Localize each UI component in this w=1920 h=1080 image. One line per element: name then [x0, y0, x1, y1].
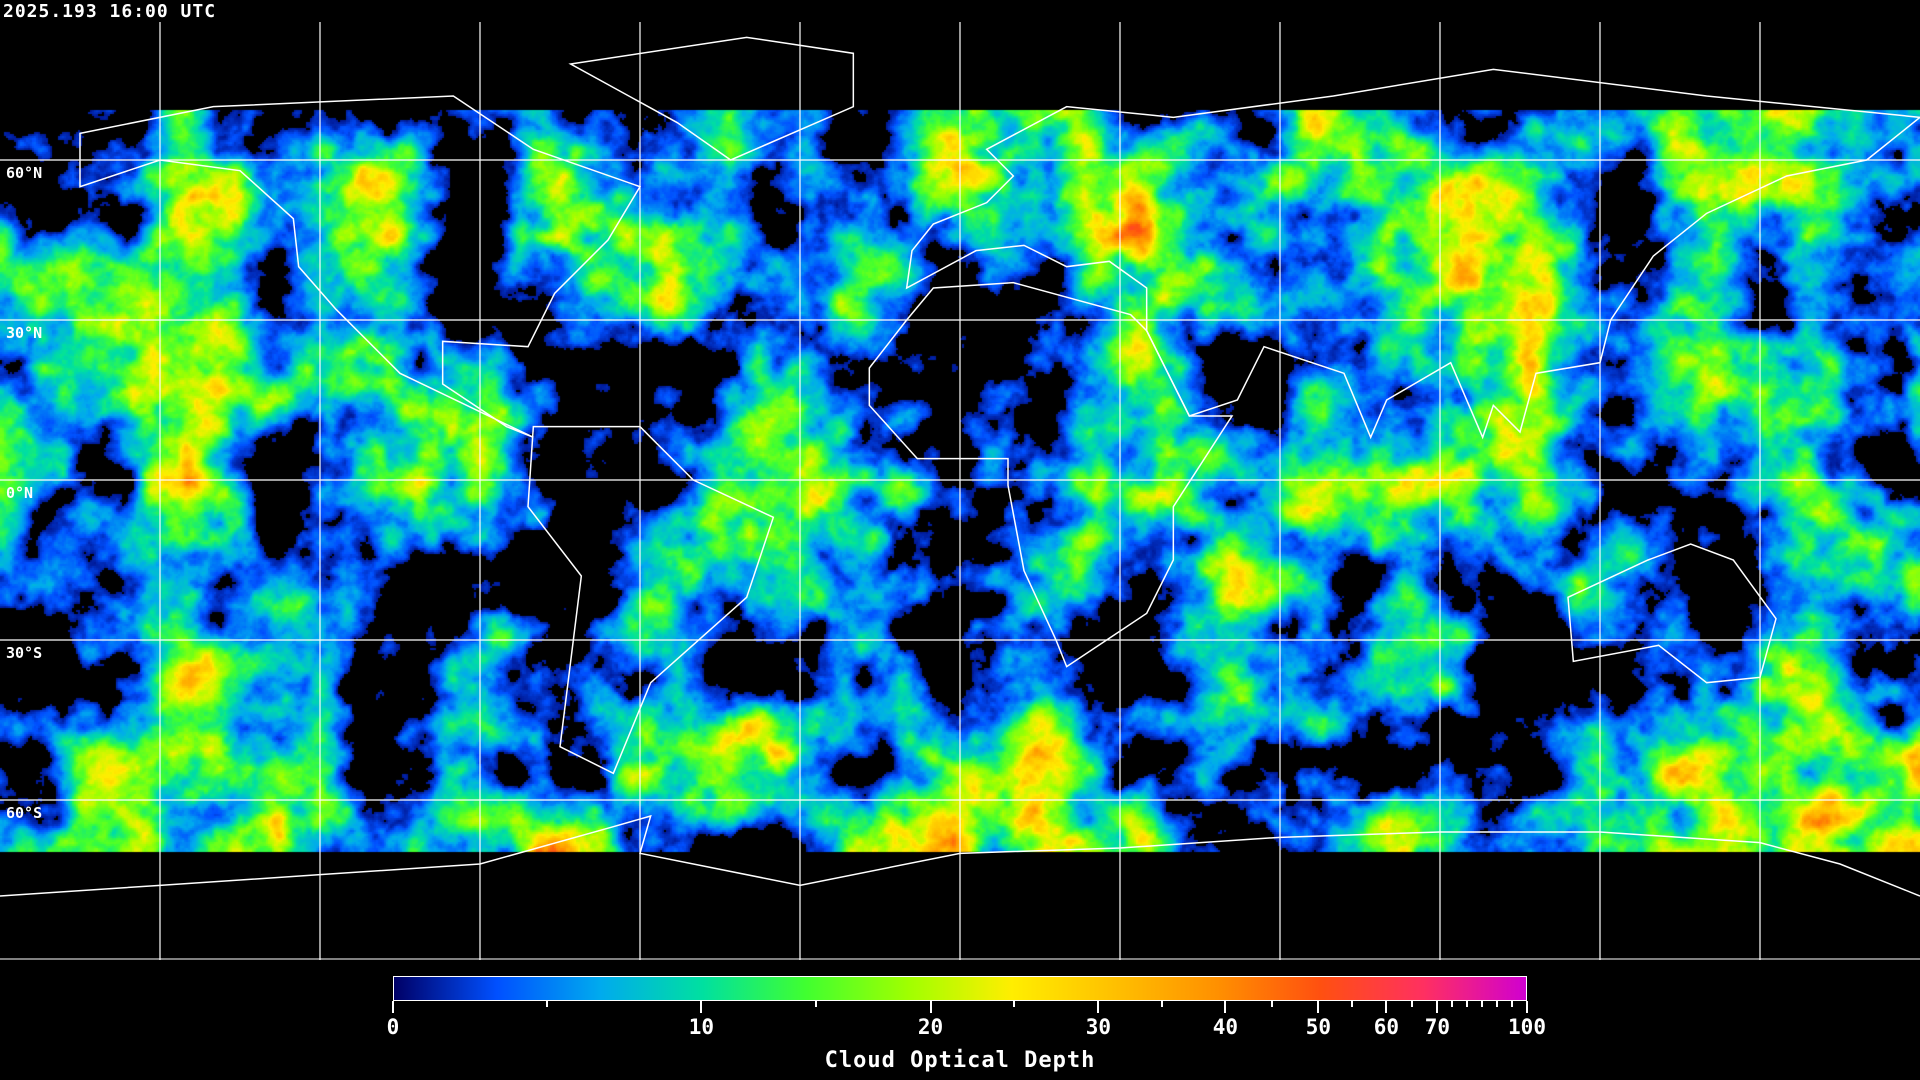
minor-tick [814, 1001, 817, 1007]
coastline-africa [868, 281, 1234, 668]
coastline-australia [1567, 543, 1777, 684]
tick-label: 70 [1424, 1015, 1451, 1039]
major-tick [1224, 1001, 1227, 1013]
coastline-antarctica [0, 814, 1920, 897]
minor-tick [1496, 1001, 1499, 1007]
minor-tick [1511, 1001, 1514, 1007]
tick-label: 100 [1508, 1015, 1546, 1039]
minor-tick [1160, 1001, 1163, 1007]
tick-label: 40 [1212, 1015, 1238, 1039]
major-tick [1385, 1001, 1388, 1013]
colorbar-ticks: 0 10 20 30 40 50 60 70 100 [387, 1001, 1546, 1061]
tick-label: 60 [1373, 1015, 1400, 1039]
map-overlay [0, 22, 1920, 960]
minor-tick [1481, 1001, 1484, 1007]
minor-tick [546, 1001, 549, 1007]
tick-label: 10 [688, 1015, 715, 1039]
lat-label-30n: 30°N [6, 324, 43, 342]
major-tick [392, 1001, 394, 1013]
coastline-south-america [527, 425, 775, 775]
minor-tick [1410, 1001, 1413, 1007]
cloud-optical-depth-map: 2025.193 16:00 UTC 60°N 30°N 0°N 30°S 60… [0, 0, 1920, 960]
major-tick [1436, 1001, 1439, 1013]
lat-label-60n: 60°N [6, 164, 43, 182]
major-tick [1097, 1001, 1100, 1013]
coastline-greenland [568, 36, 855, 161]
lat-label-60s: 60°S [6, 804, 43, 822]
minor-tick [1270, 1001, 1273, 1007]
lat-label-0n: 0°N [6, 484, 34, 502]
timestamp: 2025.193 16:00 UTC [3, 1, 217, 22]
major-tick [1317, 1001, 1320, 1013]
tick-label: 50 [1305, 1015, 1331, 1039]
tick-label: 20 [917, 1015, 944, 1039]
major-tick [700, 1001, 703, 1013]
minor-tick [1351, 1001, 1354, 1007]
minor-tick [1013, 1001, 1016, 1007]
coastline-eurasia [905, 68, 1920, 440]
tick-label: 30 [1085, 1015, 1111, 1039]
minor-tick [1451, 1001, 1454, 1007]
major-tick [929, 1001, 932, 1013]
tick-label: 0 [386, 1015, 400, 1039]
coastline-north-america [79, 95, 642, 439]
lat-label-30s: 30°S [6, 644, 43, 662]
major-tick [1526, 1001, 1528, 1013]
minor-tick [1466, 1001, 1469, 1007]
colorbar-title: Cloud Optical Depth [824, 1048, 1096, 1073]
colorbar [393, 976, 1527, 1001]
